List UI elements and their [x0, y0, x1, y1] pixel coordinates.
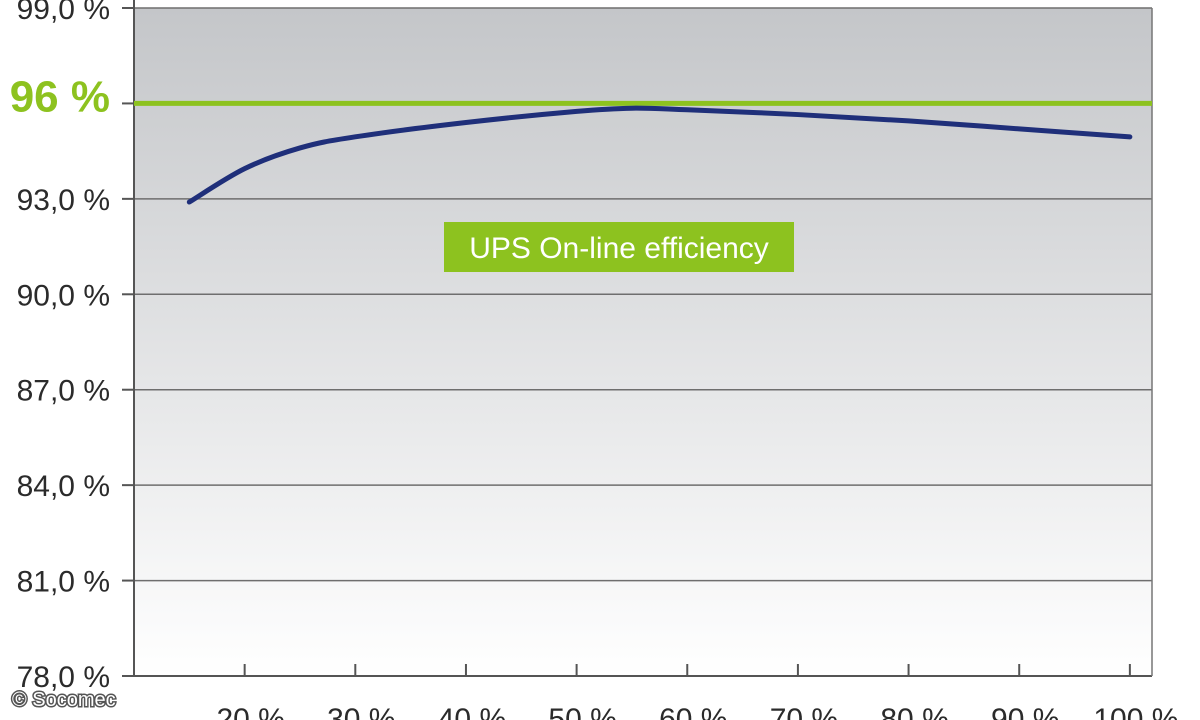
x-tick-label: 40 %: [438, 703, 506, 720]
y-axis-ticks: 78,0 % 81,0 % 84,0 % 87,0 % 90,0 % 93,0 % 96 %…: [10, 0, 134, 694]
efficiency-line: [186, 105, 1133, 205]
series-label-box: UPS On-line efficiency: [444, 222, 794, 272]
x-tick-label: 70 %: [770, 703, 838, 720]
reference-label: 96 %: [10, 72, 110, 121]
y-tick-label: 90,0 %: [17, 279, 110, 312]
x-tick-label: 80 %: [880, 703, 948, 720]
x-axis-ticks: 20 % 30 % 40 % 50 % 60 % 70 % 80 % 90 % 100 %: [216, 664, 1178, 720]
y-tick-label: 99,0 %: [17, 0, 110, 26]
series-label-background: [444, 222, 794, 272]
plot-area: [134, 8, 1152, 676]
x-tick-label: 30 %: [327, 703, 395, 720]
y-tick-label: 78,0 %: [17, 661, 110, 694]
x-tick-label: 60 %: [659, 703, 727, 720]
gridlines: [134, 7, 1152, 582]
y-tick-label: 84,0 %: [17, 470, 110, 503]
x-tick-label: 90 %: [991, 703, 1059, 720]
copyright-credit: © Socomec: [12, 689, 116, 711]
x-tick-label: 100 %: [1093, 703, 1178, 720]
y-tick-label: 93,0 %: [17, 184, 110, 217]
y-tick-label: 81,0 %: [17, 566, 110, 599]
y-tick-label: 87,0 %: [17, 375, 110, 408]
x-tick-label: 20 %: [216, 703, 284, 720]
series-label-text: UPS On-line efficiency: [469, 232, 769, 265]
x-tick-label: 50 %: [548, 703, 616, 720]
